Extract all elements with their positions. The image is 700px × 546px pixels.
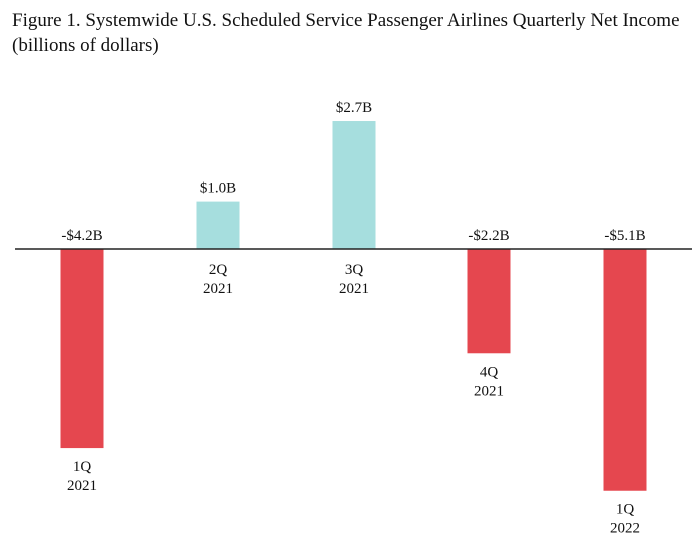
- data-label-1: -$4.2B: [61, 228, 102, 244]
- category-quarter-2: 2Q: [209, 262, 228, 278]
- category-year-5: 2022: [610, 521, 640, 537]
- bar-1: [60, 249, 104, 449]
- data-label-3: $2.7B: [336, 100, 372, 116]
- bars-group: [60, 121, 647, 491]
- category-year-4: 2021: [474, 383, 504, 399]
- bar-2: [196, 201, 240, 249]
- category-year-3: 2021: [339, 281, 369, 297]
- bar-4: [467, 249, 511, 354]
- category-quarter-5: 1Q: [616, 502, 635, 518]
- chart-title-line1: Figure 1. Systemwide U.S. Scheduled Serv…: [12, 10, 680, 31]
- data-label-2: $1.0B: [200, 181, 236, 197]
- data-label-5: -$5.1B: [604, 228, 645, 244]
- labels-group: -$4.2B 1Q 2021 $1.0B 2Q 2021 $2.7B 3Q 2021 -$2.2B…: [61, 100, 645, 537]
- chart-subtitle: (billions of dollars): [12, 35, 159, 56]
- bar-3: [332, 121, 376, 249]
- bar-5: [603, 249, 647, 491]
- category-quarter-1: 1Q: [73, 459, 92, 475]
- data-label-4: -$2.2B: [468, 228, 509, 244]
- category-year-2: 2021: [203, 281, 233, 297]
- category-year-1: 2021: [67, 478, 97, 494]
- category-quarter-3: 3Q: [345, 262, 364, 278]
- chart-title: Figure 1. Systemwide U.S. Scheduled Serv…: [12, 8, 692, 58]
- category-quarter-4: 4Q: [480, 364, 499, 380]
